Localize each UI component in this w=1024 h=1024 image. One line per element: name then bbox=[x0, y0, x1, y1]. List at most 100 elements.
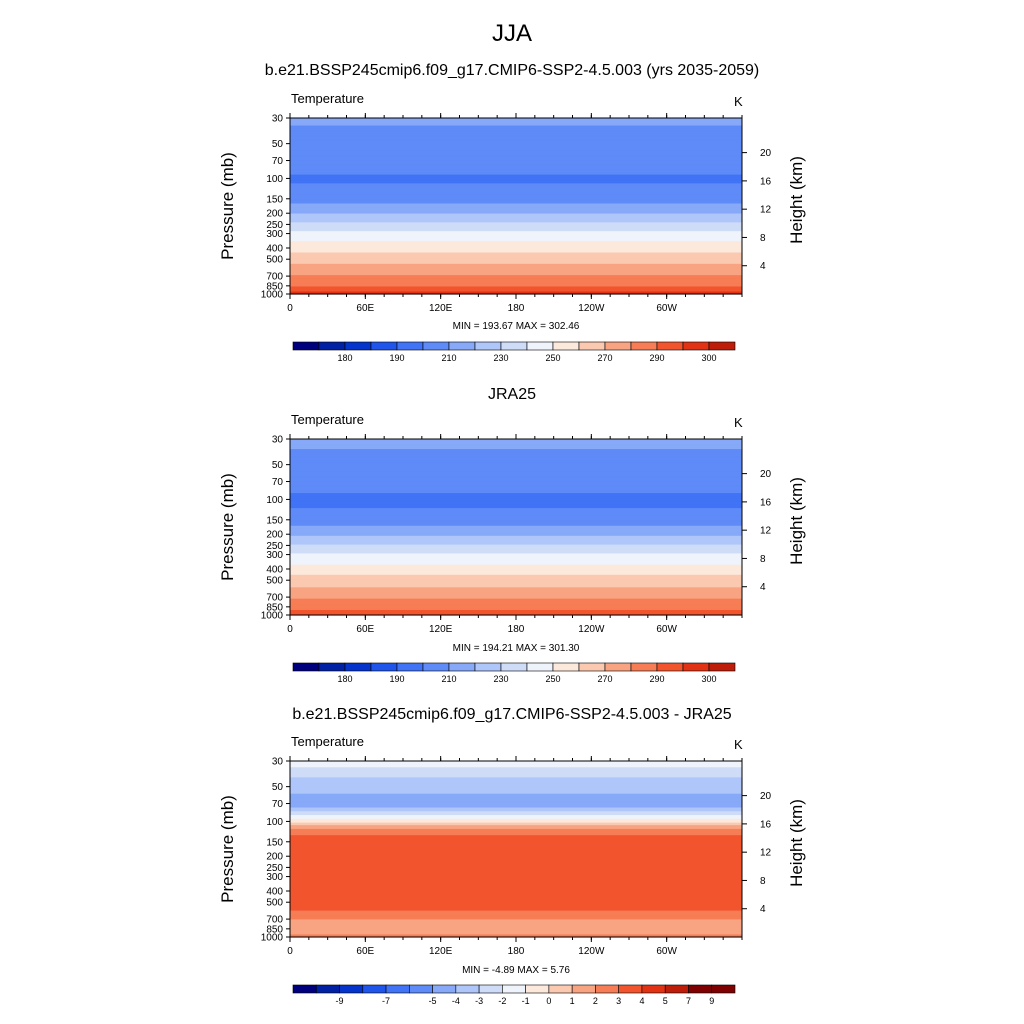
contour-band bbox=[290, 187, 742, 189]
contour-band bbox=[290, 175, 742, 178]
contour-band bbox=[290, 442, 742, 445]
contour-band bbox=[290, 847, 742, 850]
contour-band bbox=[290, 156, 742, 159]
contour-band bbox=[290, 875, 742, 878]
contour-band bbox=[290, 836, 742, 839]
contour-band bbox=[290, 803, 742, 806]
x-tick-label: 60W bbox=[656, 946, 677, 957]
contour-band bbox=[290, 233, 742, 236]
contour-band bbox=[290, 260, 742, 262]
contour-band bbox=[290, 459, 742, 461]
contour-band bbox=[290, 874, 742, 876]
x-tick-label: 60E bbox=[356, 303, 374, 314]
contour-band bbox=[290, 913, 742, 915]
contour-band bbox=[290, 784, 742, 787]
contour-band bbox=[290, 237, 742, 240]
contour-band bbox=[290, 211, 742, 213]
contour-band bbox=[290, 218, 742, 221]
colorbar-box bbox=[318, 341, 346, 351]
contour-band bbox=[290, 889, 742, 892]
y-tick-label: 50 bbox=[272, 782, 284, 793]
contour-band bbox=[290, 811, 742, 814]
contour-band bbox=[290, 519, 742, 522]
contour-band bbox=[290, 537, 742, 539]
contour-band bbox=[290, 926, 742, 929]
contour-band bbox=[290, 280, 742, 283]
contour-band bbox=[290, 446, 742, 449]
contour-band bbox=[290, 821, 742, 824]
contour-band bbox=[290, 208, 742, 211]
y2-tick-label: 12 bbox=[760, 526, 772, 537]
contour-band bbox=[290, 266, 742, 269]
contour-band bbox=[290, 118, 742, 120]
contour-band bbox=[290, 911, 742, 914]
figure-title: JJA bbox=[491, 20, 532, 47]
contour-band bbox=[290, 801, 742, 804]
colorbar-box bbox=[448, 662, 476, 672]
contour-band bbox=[290, 246, 742, 249]
contour-band bbox=[290, 898, 742, 900]
colorbar-box bbox=[526, 341, 554, 351]
contour-band bbox=[290, 573, 742, 576]
colorbar-label: 4 bbox=[639, 996, 644, 1006]
colorbar-box bbox=[578, 662, 606, 672]
contour-band bbox=[290, 591, 742, 593]
contour-band bbox=[290, 217, 742, 220]
contour-band bbox=[290, 588, 742, 591]
contour-band bbox=[290, 766, 742, 768]
contour-band bbox=[290, 440, 742, 443]
contour-band bbox=[290, 842, 742, 845]
contour-band bbox=[290, 903, 742, 905]
contour-band bbox=[290, 174, 742, 177]
contour-band bbox=[290, 563, 742, 566]
contour-band bbox=[290, 515, 742, 518]
y-tick-label: 1000 bbox=[261, 933, 284, 944]
contour-band bbox=[290, 793, 742, 796]
y-tick-label: 700 bbox=[266, 915, 283, 926]
contour-band bbox=[290, 553, 742, 556]
contour-band bbox=[290, 761, 742, 763]
contour-band bbox=[290, 920, 742, 923]
contour-band bbox=[290, 250, 742, 252]
contour-band bbox=[290, 885, 742, 888]
contour-band bbox=[290, 864, 742, 866]
panel-2-stats: MIN = 194.21 MAX = 301.30 bbox=[452, 643, 580, 654]
contour-band bbox=[290, 523, 742, 526]
colorbar-box bbox=[708, 662, 736, 672]
contour-band bbox=[290, 265, 742, 267]
contour-band bbox=[290, 477, 742, 480]
y2-tick-label: 16 bbox=[760, 497, 772, 508]
contour-band bbox=[290, 574, 742, 577]
colorbar-box bbox=[656, 662, 684, 672]
contour-band bbox=[290, 199, 742, 202]
contour-band bbox=[290, 806, 742, 809]
contour-band bbox=[290, 823, 742, 826]
contour-band bbox=[290, 460, 742, 463]
contour-band bbox=[290, 136, 742, 139]
contour-band bbox=[290, 516, 742, 519]
contour-band bbox=[290, 281, 742, 284]
x-tick-label: 60W bbox=[656, 303, 677, 314]
contour-band bbox=[290, 252, 742, 255]
y-tick-label: 200 bbox=[266, 530, 283, 541]
panel-1-title: b.e21.BSSP245cmip6.f09_g17.CMIP6-SSP2-4.… bbox=[264, 62, 760, 79]
contour-band bbox=[290, 611, 742, 614]
y2-tick-label: 4 bbox=[760, 582, 766, 593]
contour-band bbox=[290, 441, 742, 444]
y2-tick-label: 8 bbox=[760, 554, 766, 565]
contour-band bbox=[290, 841, 742, 844]
contour-band bbox=[290, 781, 742, 783]
contour-band bbox=[290, 133, 742, 135]
y-tick-label: 850 bbox=[266, 281, 283, 292]
contour-band bbox=[290, 212, 742, 215]
contour-band bbox=[290, 855, 742, 858]
contour-band bbox=[290, 769, 742, 772]
contour-band bbox=[290, 871, 742, 874]
contour-band bbox=[290, 577, 742, 580]
contour-band bbox=[290, 485, 742, 488]
y-tick-label: 250 bbox=[266, 220, 283, 231]
colorbar-label: 7 bbox=[686, 996, 691, 1006]
y2-tick-label: 12 bbox=[760, 848, 772, 859]
colorbar-box bbox=[344, 662, 372, 672]
